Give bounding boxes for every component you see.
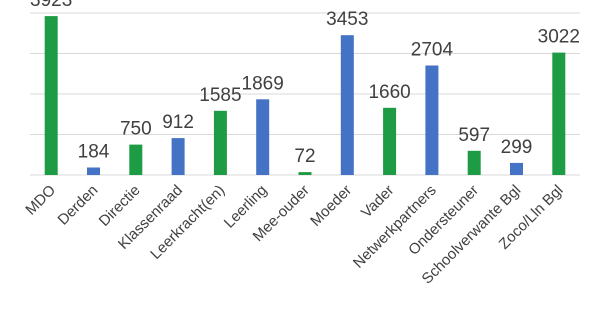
bar-netwerkpartners <box>425 65 439 175</box>
category-label: Vader <box>358 182 398 222</box>
bar-derden <box>87 167 100 175</box>
category-label: Derden <box>55 182 102 229</box>
data-label: 184 <box>78 142 110 163</box>
category-labels: MDODerdenDirectieKlassenraadLeerkracht(e… <box>22 182 566 288</box>
bar-mdo <box>44 16 58 175</box>
data-label: 1585 <box>199 85 241 106</box>
bar-mee-ouder <box>298 172 312 175</box>
gridlines <box>30 12 580 176</box>
bar-moeder <box>340 35 354 176</box>
bars <box>44 16 566 176</box>
data-label: 3022 <box>538 27 580 48</box>
bar-vader <box>383 107 397 175</box>
data-label: 2704 <box>411 40 454 61</box>
bar-zoco-lln-bgl <box>552 52 566 175</box>
category-label: Moeder <box>307 182 355 230</box>
data-label: 597 <box>458 125 490 146</box>
data-label: 1660 <box>368 82 410 103</box>
data-label: 3923 <box>30 0 72 11</box>
bar-ondersteuner <box>467 150 481 175</box>
data-label: 750 <box>120 119 152 140</box>
bar-directie <box>129 144 143 175</box>
bar-schoolverwante-bgl <box>510 162 523 175</box>
data-label: 3453 <box>326 9 368 30</box>
data-label: 72 <box>294 146 315 167</box>
bar-leerkracht-en <box>213 110 227 175</box>
bar-leerling <box>256 99 270 175</box>
data-label: 299 <box>501 137 533 158</box>
data-label: 912 <box>162 112 194 133</box>
bar-klassenraad <box>171 138 185 175</box>
category-label: Leerkracht(en) <box>147 182 228 263</box>
data-label: 1869 <box>242 73 284 94</box>
category-label: MDO <box>22 182 59 219</box>
